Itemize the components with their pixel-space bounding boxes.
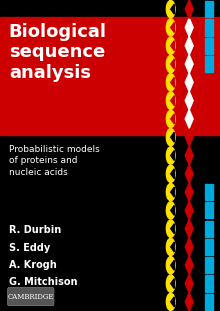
- Ellipse shape: [166, 92, 175, 109]
- Polygon shape: [185, 55, 193, 73]
- Bar: [205, 202, 213, 218]
- Bar: [205, 239, 213, 255]
- Ellipse shape: [166, 220, 175, 237]
- Ellipse shape: [166, 0, 175, 18]
- Ellipse shape: [166, 293, 175, 311]
- FancyBboxPatch shape: [8, 288, 54, 306]
- Polygon shape: [185, 293, 193, 311]
- Polygon shape: [171, 224, 174, 234]
- Polygon shape: [185, 0, 193, 18]
- Polygon shape: [171, 114, 174, 124]
- Polygon shape: [185, 128, 193, 146]
- Bar: [205, 19, 213, 35]
- Text: Biological
sequence
analysis: Biological sequence analysis: [9, 23, 107, 81]
- Ellipse shape: [166, 238, 175, 256]
- Bar: [205, 276, 213, 292]
- Polygon shape: [185, 109, 193, 128]
- Polygon shape: [171, 77, 174, 87]
- Ellipse shape: [166, 165, 175, 183]
- Polygon shape: [185, 146, 193, 165]
- Bar: [205, 38, 213, 54]
- Polygon shape: [171, 132, 174, 142]
- Polygon shape: [185, 165, 193, 183]
- Polygon shape: [171, 22, 174, 32]
- Polygon shape: [185, 201, 193, 220]
- Polygon shape: [185, 256, 193, 275]
- Polygon shape: [171, 205, 174, 216]
- Bar: [205, 220, 213, 237]
- Ellipse shape: [166, 128, 175, 146]
- Polygon shape: [185, 183, 193, 202]
- Polygon shape: [171, 4, 174, 14]
- Polygon shape: [185, 91, 193, 110]
- Polygon shape: [185, 73, 193, 92]
- Ellipse shape: [166, 202, 175, 219]
- Ellipse shape: [166, 183, 175, 201]
- Polygon shape: [171, 260, 174, 270]
- Polygon shape: [171, 151, 174, 160]
- Polygon shape: [185, 18, 193, 37]
- Bar: [0, 17, 220, 135]
- Text: CAMBRIDGE: CAMBRIDGE: [8, 293, 54, 301]
- Ellipse shape: [166, 37, 175, 54]
- Ellipse shape: [166, 275, 175, 292]
- Text: S. Eddy: S. Eddy: [9, 243, 50, 253]
- Bar: [205, 1, 213, 17]
- Bar: [205, 257, 213, 273]
- Polygon shape: [171, 41, 174, 51]
- Ellipse shape: [166, 19, 175, 36]
- Text: G. Mitchison: G. Mitchison: [9, 277, 77, 287]
- Polygon shape: [171, 59, 174, 69]
- Polygon shape: [171, 279, 174, 289]
- Ellipse shape: [166, 257, 175, 274]
- Polygon shape: [171, 242, 174, 252]
- Bar: [205, 294, 213, 310]
- Polygon shape: [171, 169, 174, 179]
- Bar: [205, 184, 213, 200]
- Polygon shape: [171, 95, 174, 106]
- Ellipse shape: [166, 55, 175, 73]
- Bar: [205, 56, 213, 72]
- Text: R. Durbin: R. Durbin: [9, 225, 61, 235]
- Polygon shape: [185, 238, 193, 256]
- Text: Probabilistic models
of proteins and
nucleic acids: Probabilistic models of proteins and nuc…: [9, 145, 99, 177]
- Polygon shape: [185, 36, 193, 55]
- Polygon shape: [171, 297, 174, 307]
- Polygon shape: [171, 187, 174, 197]
- Polygon shape: [185, 274, 193, 293]
- Ellipse shape: [166, 74, 175, 91]
- Ellipse shape: [166, 147, 175, 164]
- Ellipse shape: [166, 110, 175, 128]
- Text: A. Krogh: A. Krogh: [9, 260, 57, 270]
- Polygon shape: [185, 219, 193, 238]
